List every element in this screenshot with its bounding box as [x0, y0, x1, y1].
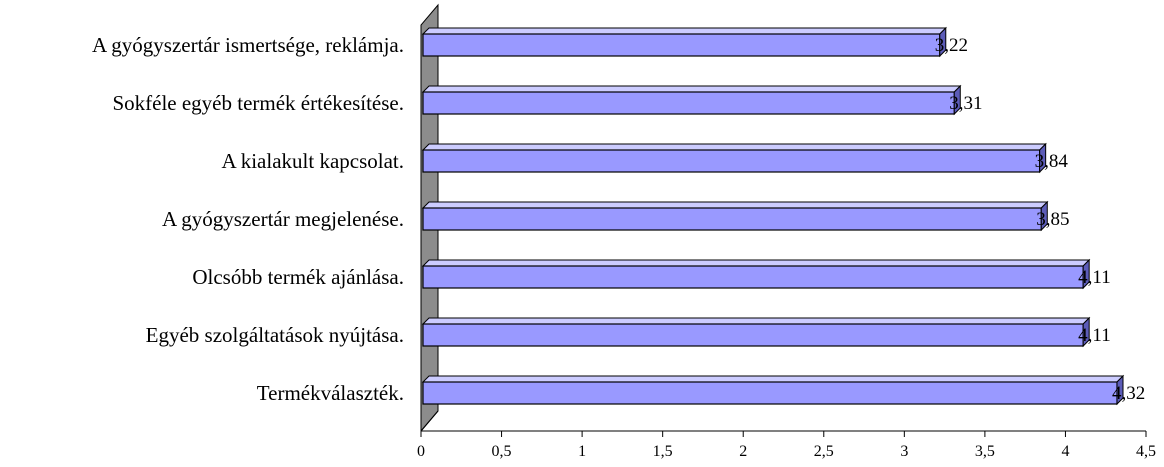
data-label: 3,22	[935, 35, 968, 56]
bar-front-face	[422, 323, 1084, 347]
data-label: 3,84	[1035, 151, 1069, 172]
bar-end-face	[953, 84, 961, 116]
bar-front-face	[422, 149, 1041, 173]
floor-edge	[420, 410, 439, 432]
bar-top-face	[421, 317, 1091, 325]
bar-end-face	[1039, 142, 1047, 174]
category-labels: A gyógyszertár ismertsége, reklámja. Sokf…	[92, 33, 404, 405]
x-tick-label: 3,5	[975, 443, 995, 460]
bar-end-face	[1082, 258, 1090, 290]
data-labels: 3,22 3,31 3,84 3,85 4,11 4,11 4,32	[935, 35, 1145, 404]
bar-front-face	[422, 381, 1118, 405]
category-label: Termékválaszték.	[257, 381, 404, 405]
data-label: 4,32	[1112, 383, 1145, 404]
data-label: 4,11	[1078, 267, 1111, 288]
bars	[421, 26, 1125, 406]
bar-top-face	[421, 143, 1047, 151]
bar-front-face	[422, 207, 1042, 231]
x-tick-label: 2	[739, 443, 747, 460]
bar	[421, 142, 1047, 174]
bar-top-face	[421, 27, 947, 35]
bar	[421, 84, 962, 116]
bar-front-face	[422, 265, 1084, 289]
bar	[421, 374, 1125, 406]
bar	[421, 258, 1091, 290]
bar-end-face	[1082, 316, 1090, 348]
x-tick-label: 4,5	[1136, 443, 1156, 460]
bar-top-face	[421, 259, 1091, 267]
x-tick-label: 2,5	[814, 443, 834, 460]
bar-front-face	[422, 91, 955, 115]
bar-top-face	[421, 375, 1125, 383]
bar-end-face	[939, 26, 947, 58]
category-label: Egyéb szolgáltatások nyújtása.	[146, 323, 404, 347]
data-label: 3,85	[1036, 209, 1069, 230]
x-tick-label: 4	[1061, 443, 1069, 460]
bar	[421, 316, 1091, 348]
category-label: Olcsóbb termék ajánlása.	[192, 265, 404, 289]
bar-top-face	[421, 85, 962, 93]
x-tick-label: 0,5	[492, 443, 512, 460]
bar-top-face	[421, 201, 1049, 209]
category-label: A kialakult kapcsolat.	[221, 149, 404, 173]
category-label: Sokféle egyéb termék értékesítése.	[112, 91, 404, 115]
data-label: 4,11	[1078, 325, 1111, 346]
bar-end-face	[1116, 374, 1124, 406]
data-label: 3,31	[949, 93, 982, 114]
bar	[421, 26, 947, 58]
x-axis: 0 0,5 1 1,5 2 2,5 3 3,5 4 4,5	[417, 430, 1156, 460]
bar-end-face	[1040, 200, 1048, 232]
category-label: A gyógyszertár megjelenése.	[162, 207, 404, 231]
bar	[421, 200, 1049, 232]
bar-front-face	[422, 33, 941, 57]
x-tick-label: 3	[900, 443, 908, 460]
x-tick-label: 0	[417, 443, 425, 460]
x-tick-label: 1	[578, 443, 586, 460]
category-label: A gyógyszertár ismertsége, reklámja.	[92, 33, 404, 57]
x-tick-label: 1,5	[653, 443, 673, 460]
